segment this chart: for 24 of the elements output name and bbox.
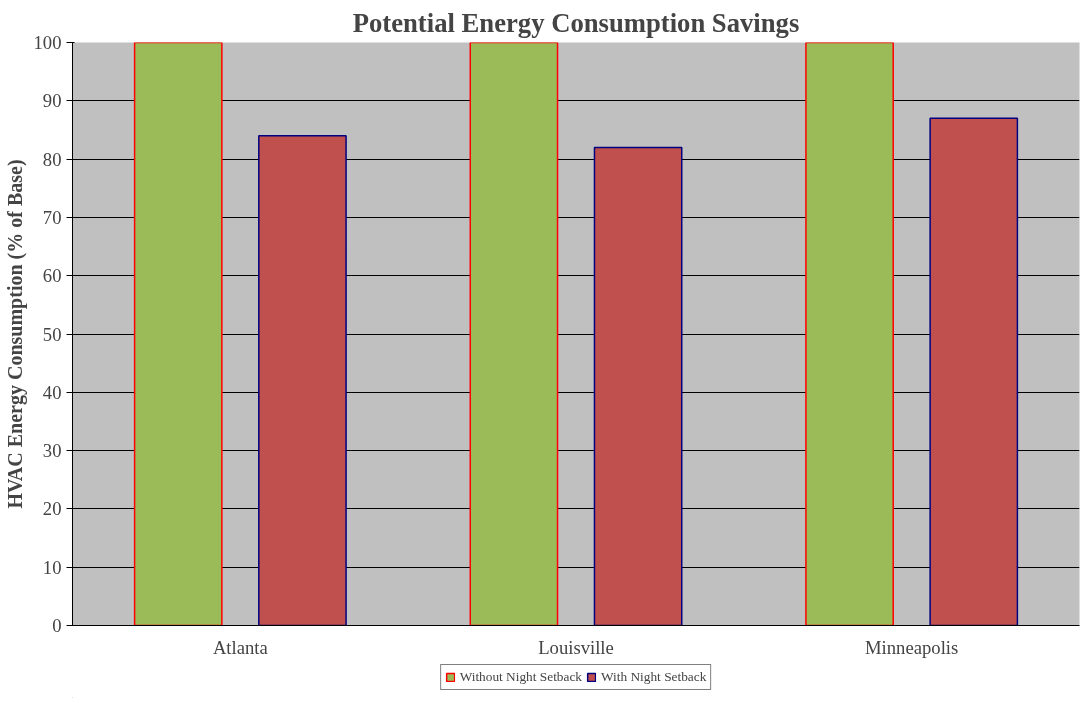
legend-label: With Night Setback <box>601 669 707 685</box>
legend-label: Without Night Setback <box>459 669 583 685</box>
y-tick-label: 100 <box>33 32 62 53</box>
y-tick-label: 80 <box>42 148 62 170</box>
y-tick-label: 30 <box>42 440 62 462</box>
y-tick-label: 20 <box>42 498 62 520</box>
bar <box>805 42 894 626</box>
bar <box>929 117 1019 626</box>
y-axis-title: HVAC Energy Consumption (% of Base) <box>3 159 27 509</box>
x-tick-label: Louisville <box>538 636 614 658</box>
x-tick-label: Minneapolis <box>865 636 959 658</box>
y-tick-label: 50 <box>42 323 62 345</box>
y-tick-label: 70 <box>42 206 62 228</box>
chart-title: Potential Energy Consumption Savings <box>352 7 800 38</box>
bar <box>593 146 683 626</box>
bar <box>258 135 347 626</box>
y-tick-label: 0 <box>52 615 62 636</box>
bar <box>469 42 559 626</box>
y-tick-label: 60 <box>42 265 62 287</box>
x-tick-label: Atlanta <box>212 636 269 658</box>
y-tick-label: 10 <box>42 556 62 578</box>
y-tick-label: 40 <box>42 381 62 403</box>
bar <box>133 42 223 626</box>
y-tick-label: 90 <box>42 90 62 112</box>
